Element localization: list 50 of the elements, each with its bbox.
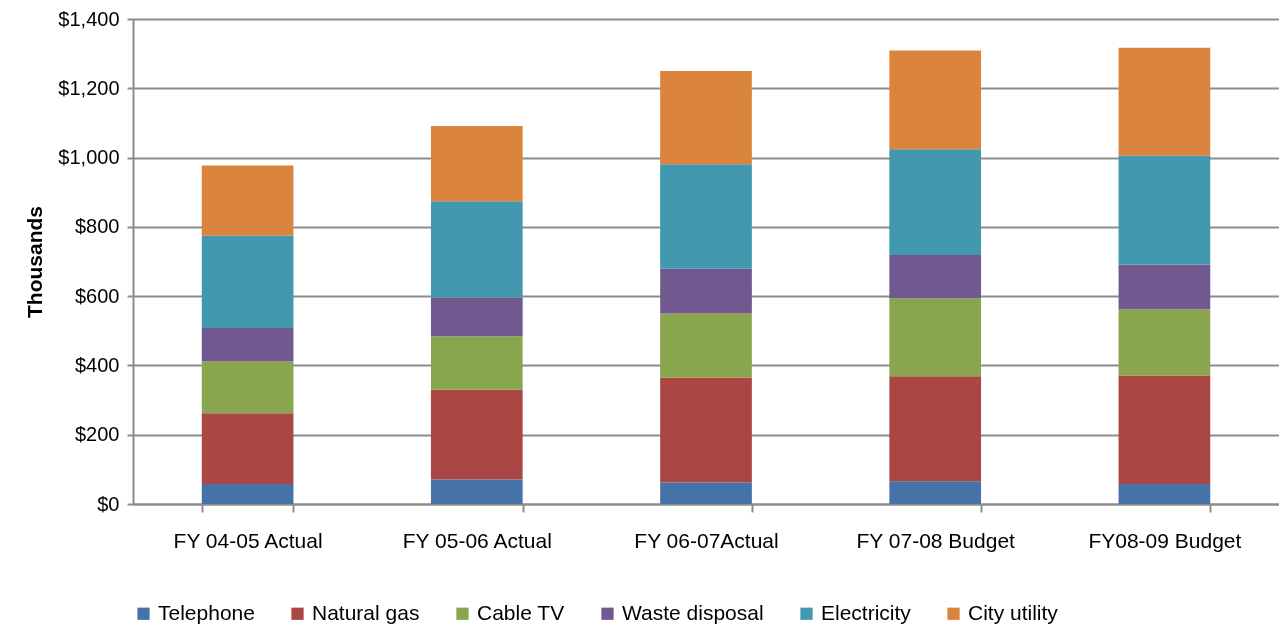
- bar: [201, 361, 294, 414]
- legend-label: Telephone: [158, 600, 255, 624]
- bar: [1118, 483, 1211, 504]
- bar: [430, 389, 523, 480]
- bar: [889, 50, 982, 150]
- y-tick-label: $1,400: [58, 7, 120, 30]
- y-tick-label: $0: [97, 492, 120, 515]
- bar: [430, 479, 523, 504]
- x-tick-label: FY 06-07Actual: [634, 528, 779, 552]
- y-tick-label: $600: [75, 284, 120, 307]
- bar: [430, 126, 523, 202]
- x-tick-label: FY 07-08 Budget: [856, 528, 1016, 552]
- bar: [1118, 309, 1211, 376]
- y-axis-title: Thousands: [23, 205, 47, 319]
- x-tick-label: FY 04-05 Actual: [173, 528, 323, 552]
- bar: [660, 164, 752, 269]
- legend-label: Waste disposal: [622, 600, 764, 624]
- bar: [201, 165, 294, 236]
- legend-label: Natural gas: [312, 600, 420, 624]
- x-tick-label: FY 05-06 Actual: [402, 528, 552, 552]
- bar: [660, 482, 752, 504]
- bar: [889, 298, 982, 377]
- bar: [889, 149, 982, 255]
- bar: [1118, 47, 1211, 156]
- bar: [201, 483, 294, 504]
- bar: [430, 297, 523, 337]
- y-tick-label: $1,200: [58, 76, 120, 99]
- y-tick-label: $800: [75, 215, 120, 238]
- y-tick-label: $200: [75, 423, 120, 446]
- bar: [889, 481, 982, 504]
- bar: [1118, 155, 1211, 265]
- bar: [660, 268, 752, 314]
- bar: [660, 70, 752, 165]
- y-tick-label: $1,000: [58, 146, 120, 169]
- bar: [660, 377, 752, 483]
- bar: [201, 235, 294, 329]
- legend-label: Electricity: [821, 600, 912, 624]
- bar: [889, 376, 982, 482]
- x-tick-label: FY08-09 Budget: [1088, 528, 1242, 552]
- bar: [430, 201, 523, 298]
- bar: [201, 413, 294, 484]
- legend-label: City utility: [968, 600, 1059, 624]
- bar: [1118, 264, 1211, 310]
- bar: [889, 254, 982, 299]
- bar: [430, 336, 523, 390]
- y-tick-label: $400: [75, 353, 120, 376]
- bar: [660, 313, 752, 378]
- bar: [1118, 375, 1211, 484]
- bar: [201, 328, 294, 362]
- legend-label: Cable TV: [477, 600, 565, 624]
